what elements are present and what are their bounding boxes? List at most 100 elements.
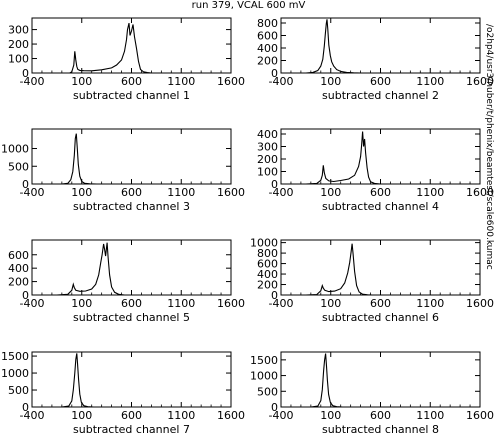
x-axis-title: subtracted channel 1 bbox=[73, 89, 190, 102]
x-tick-label: 1600 bbox=[466, 297, 494, 310]
y-tick-label: 800 bbox=[257, 17, 278, 30]
y-tick-label: 200 bbox=[8, 38, 29, 51]
y-tick-label: 800 bbox=[257, 247, 278, 260]
x-tick-label: 600 bbox=[370, 186, 391, 199]
x-tick-label: 1100 bbox=[167, 186, 195, 199]
y-tick-label: 600 bbox=[257, 258, 278, 271]
histogram-trace bbox=[32, 353, 231, 408]
x-axis-title: subtracted channel 4 bbox=[322, 200, 439, 213]
histogram-panel-6: -400 100 600 1100 160002004006008001000subtr… bbox=[250, 237, 494, 324]
y-tick-label: 100 bbox=[257, 166, 278, 179]
plot-frame bbox=[31, 351, 232, 408]
histogram-trace bbox=[281, 353, 480, 408]
page-title: run 379, VCAL 600 mV bbox=[191, 0, 306, 11]
plot-frame bbox=[280, 351, 481, 408]
x-tick-label: 1100 bbox=[416, 297, 444, 310]
x-tick-label: 100 bbox=[71, 297, 92, 310]
histogram-panel-7: -400 100 600 1100 1600 0 500 1000 1500 subtracted… bbox=[1, 350, 245, 436]
x-tick-label: 1600 bbox=[466, 75, 494, 88]
histogram-panel-2: -400 100 600 1100 16000200400600800subtracte… bbox=[257, 17, 494, 102]
y-tick-label: 300 bbox=[8, 24, 29, 37]
x-tick-label: 1100 bbox=[167, 75, 195, 88]
x-tick-label: 1100 bbox=[416, 186, 444, 199]
y-tick-label: 200 bbox=[257, 279, 278, 292]
y-tick-label: 0 bbox=[271, 289, 278, 302]
y-tick-label: 1000 bbox=[1, 143, 29, 156]
plot-frame bbox=[31, 128, 232, 185]
plot-frame bbox=[280, 239, 481, 296]
y-tick-label: 400 bbox=[257, 128, 278, 141]
x-axis-title: subtracted channel 8 bbox=[322, 423, 439, 436]
x-tick-label: 100 bbox=[320, 75, 341, 88]
y-tick-label: 0 bbox=[22, 289, 29, 302]
x-tick-label: 1600 bbox=[217, 409, 245, 422]
plot-frame bbox=[31, 239, 232, 296]
histogram-trace bbox=[281, 243, 480, 296]
x-axis-title: subtracted channel 2 bbox=[322, 89, 439, 102]
y-tick-label: 1000 bbox=[250, 370, 278, 383]
x-tick-label: 1100 bbox=[167, 409, 195, 422]
x-axis-title: subtracted channel 5 bbox=[73, 311, 190, 324]
x-tick-label: 600 bbox=[370, 75, 391, 88]
x-tick-label: 1100 bbox=[416, 75, 444, 88]
x-tick-label: 100 bbox=[320, 297, 341, 310]
x-tick-label: 100 bbox=[71, 409, 92, 422]
y-tick-label: 400 bbox=[8, 262, 29, 275]
histogram-trace bbox=[281, 131, 480, 185]
x-axis-title: subtracted channel 3 bbox=[73, 200, 190, 213]
y-tick-label: 0 bbox=[271, 401, 278, 414]
x-tick-label: 600 bbox=[121, 297, 142, 310]
histogram-trace bbox=[32, 133, 231, 185]
x-tick-label: 100 bbox=[320, 409, 341, 422]
x-tick-label: 600 bbox=[370, 297, 391, 310]
x-tick-label: 600 bbox=[121, 409, 142, 422]
x-axis-title: subtracted channel 7 bbox=[73, 423, 190, 436]
histogram-trace bbox=[32, 22, 231, 74]
x-tick-label: 600 bbox=[370, 409, 391, 422]
x-tick-label: -400 bbox=[269, 75, 294, 88]
x-tick-label: -400 bbox=[269, 409, 294, 422]
x-tick-label: 1600 bbox=[466, 409, 494, 422]
histogram-panel-3: -400 100 600 1100 1600 0 500 1000 subtracted cha… bbox=[1, 128, 245, 213]
x-tick-label: 600 bbox=[121, 186, 142, 199]
x-tick-label: 1600 bbox=[466, 186, 494, 199]
y-tick-label: 200 bbox=[257, 153, 278, 166]
plot-frame bbox=[280, 128, 481, 185]
y-tick-label: 1500 bbox=[250, 354, 278, 367]
y-tick-label: 0 bbox=[22, 401, 29, 414]
plot-frame bbox=[31, 17, 232, 74]
side-file-path-label: /o2hp4/usr3/nuber/t/phenix/beamtest/scal… bbox=[484, 24, 494, 270]
x-tick-label: -400 bbox=[20, 186, 45, 199]
y-tick-label: 0 bbox=[22, 178, 29, 191]
y-tick-label: 1500 bbox=[1, 350, 29, 363]
histogram-panel-4: -400 100 600 1100 16000100200300400subtracte… bbox=[257, 128, 494, 213]
x-tick-label: 1100 bbox=[167, 297, 195, 310]
y-tick-label: 400 bbox=[257, 268, 278, 281]
y-tick-label: 0 bbox=[22, 67, 29, 80]
x-tick-label: -400 bbox=[269, 186, 294, 199]
x-tick-label: 1100 bbox=[416, 409, 444, 422]
x-tick-label: 1600 bbox=[217, 75, 245, 88]
y-tick-label: 200 bbox=[257, 55, 278, 68]
x-tick-label: 1600 bbox=[217, 297, 245, 310]
x-tick-label: 600 bbox=[121, 75, 142, 88]
y-tick-label: 500 bbox=[257, 385, 278, 398]
y-tick-label: 1000 bbox=[1, 367, 29, 380]
x-tick-label: -400 bbox=[269, 297, 294, 310]
y-tick-label: 1000 bbox=[250, 237, 278, 250]
x-tick-label: 1600 bbox=[217, 186, 245, 199]
histogram-panel-8: -400 100 600 1100 1600 0 500 1000 1500 subtracted… bbox=[250, 351, 494, 436]
histogram-trace bbox=[281, 19, 480, 74]
x-tick-label: -400 bbox=[20, 409, 45, 422]
x-tick-label: 100 bbox=[71, 186, 92, 199]
x-tick-label: 100 bbox=[320, 186, 341, 199]
y-tick-label: 600 bbox=[257, 30, 278, 43]
y-tick-label: 400 bbox=[257, 42, 278, 55]
x-tick-label: -400 bbox=[20, 75, 45, 88]
x-axis-title: subtracted channel 6 bbox=[322, 311, 439, 324]
y-tick-label: 300 bbox=[257, 141, 278, 154]
plot-frame bbox=[280, 17, 481, 74]
